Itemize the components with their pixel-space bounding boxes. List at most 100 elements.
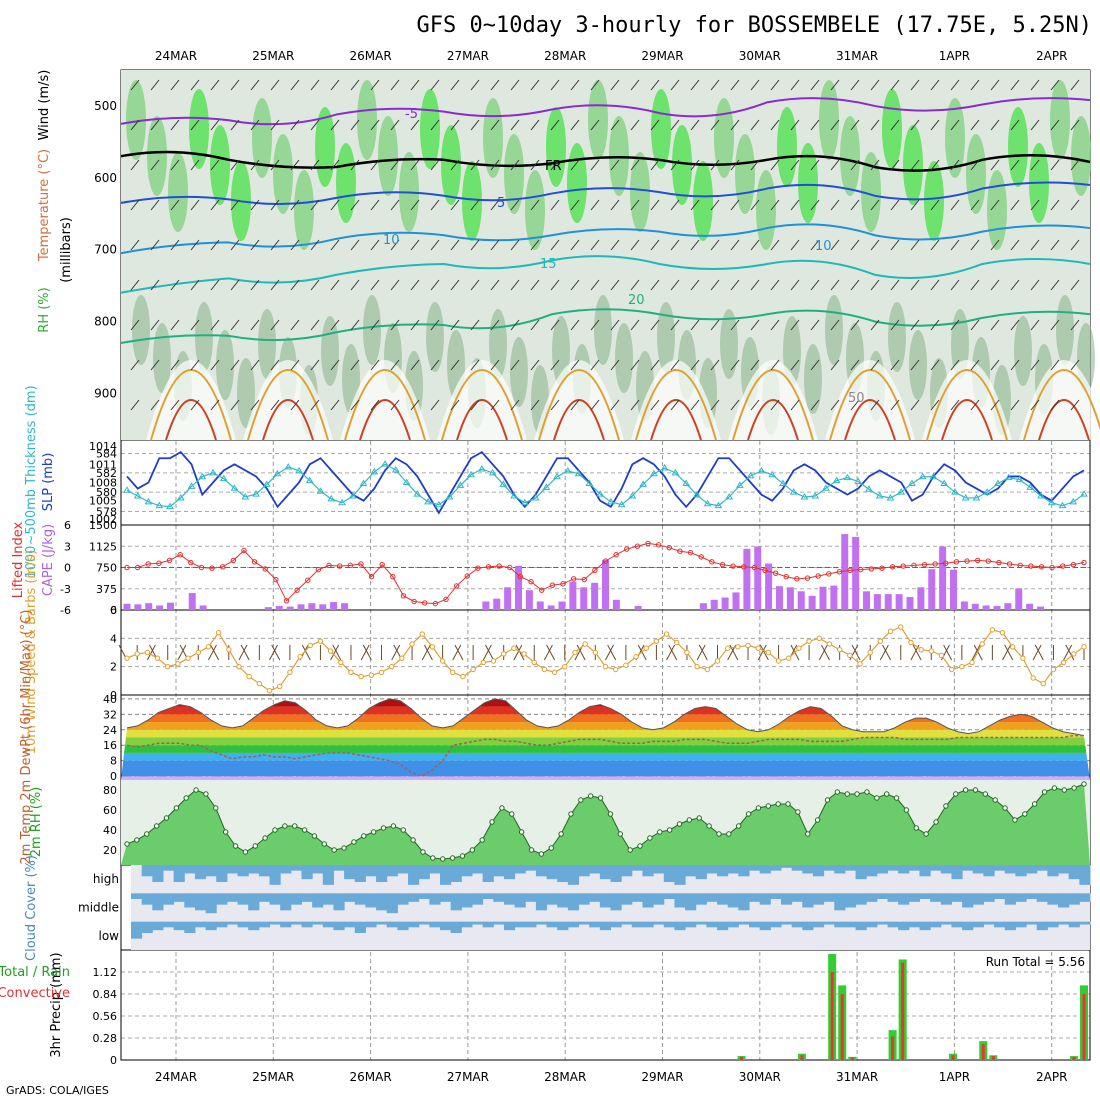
wind-barb xyxy=(790,399,800,411)
thickness-point xyxy=(897,488,906,495)
cloud-cell xyxy=(557,865,569,882)
wind-barb xyxy=(310,119,320,131)
rh-point xyxy=(1081,781,1087,787)
rh-point xyxy=(134,837,140,843)
wind-barb xyxy=(210,359,220,371)
day-tick-bottom: 24MAR xyxy=(155,1070,197,1084)
temp-line xyxy=(126,698,1085,737)
wind-barb xyxy=(950,199,960,211)
cloud-cell xyxy=(503,865,516,880)
wind-barb xyxy=(570,239,580,251)
cloud-cell xyxy=(1068,893,1080,905)
rh-cell xyxy=(615,323,633,393)
cloud-cell xyxy=(365,921,377,928)
li-point xyxy=(826,571,832,577)
wind-barb xyxy=(530,79,540,91)
wind-barb xyxy=(490,159,500,171)
thickness-point xyxy=(187,482,196,489)
wind-speed-point xyxy=(826,641,833,647)
cloud-cell xyxy=(930,893,942,902)
rh-point xyxy=(775,801,781,807)
wind-barb xyxy=(515,644,525,661)
thickness-point xyxy=(477,465,486,472)
rh-cell xyxy=(321,316,339,386)
rh-point xyxy=(824,797,831,803)
wind-barb xyxy=(1050,119,1060,131)
wind-barb xyxy=(1010,79,1020,91)
li-point xyxy=(953,559,960,565)
wind-barb xyxy=(590,359,600,371)
rh-cell xyxy=(909,330,927,400)
wind-barb xyxy=(750,359,760,371)
convective-bar xyxy=(991,1056,995,1060)
cape-bar xyxy=(536,601,544,610)
thickness-tick: 584 xyxy=(96,448,117,461)
wind-barb xyxy=(290,359,300,371)
wind-barb xyxy=(330,279,340,291)
cloud-cell xyxy=(972,921,984,928)
thickness-point xyxy=(402,478,411,485)
thickness-point xyxy=(746,471,755,479)
wind-speed-point xyxy=(348,669,354,676)
rh-cell xyxy=(966,134,986,214)
panel-frame xyxy=(120,609,1091,696)
li-point xyxy=(900,563,906,569)
wind-barb xyxy=(1010,279,1020,291)
wind-barb xyxy=(770,279,780,291)
cloud-cell xyxy=(855,893,867,905)
wind-barb xyxy=(1070,279,1080,291)
wind-barb xyxy=(269,644,278,661)
temp-tick: 32 xyxy=(103,708,117,721)
li-point xyxy=(251,559,258,565)
rh-cell xyxy=(378,116,398,196)
rh-point xyxy=(469,847,476,853)
wind-barb xyxy=(750,199,760,211)
pressure-tick: 500 xyxy=(94,99,117,113)
li-point xyxy=(1049,564,1055,571)
cloud-cell xyxy=(376,921,388,925)
wind-barb xyxy=(790,119,800,131)
cloud-cell xyxy=(1079,865,1091,885)
wind-barb xyxy=(190,399,200,411)
cloud-cell xyxy=(589,921,601,928)
li-point xyxy=(1060,563,1066,569)
wind-barb xyxy=(410,159,420,171)
thickness-point xyxy=(413,490,422,497)
wind-speed-point xyxy=(490,658,497,664)
wind-barb xyxy=(590,119,600,131)
rh-point xyxy=(272,827,278,833)
wind-barb xyxy=(1002,644,1011,661)
isotherm-25 xyxy=(635,369,717,441)
thickness-point xyxy=(531,493,540,501)
wind-speed-point xyxy=(531,659,537,666)
wind-barb xyxy=(770,159,780,171)
wind-barb xyxy=(350,119,360,131)
temp-tick: 16 xyxy=(103,739,117,752)
wind-barb xyxy=(250,79,260,91)
cloud-cell xyxy=(812,865,825,877)
wind-barb xyxy=(546,644,556,661)
thickness-point xyxy=(230,484,239,491)
thickness-tick: 582 xyxy=(96,467,117,480)
cloud-cell xyxy=(322,921,334,928)
cloud-cell xyxy=(1026,893,1038,899)
cape-bar xyxy=(504,587,512,610)
wind-barb xyxy=(1070,199,1080,211)
rh-point xyxy=(666,827,673,833)
wind-barb xyxy=(1050,79,1060,91)
li-point xyxy=(358,561,364,567)
li-point xyxy=(475,565,481,571)
wind-barb xyxy=(230,119,240,131)
wind-barb xyxy=(950,239,960,251)
wind-barb xyxy=(650,159,660,171)
cape-bar xyxy=(852,536,860,610)
cape-bar xyxy=(797,591,805,610)
rh-point xyxy=(607,811,614,817)
li-point xyxy=(485,564,492,570)
rh-tick: 80 xyxy=(103,784,117,797)
thickness-point xyxy=(779,479,787,486)
rh-cell xyxy=(804,344,822,414)
wind-barb xyxy=(330,239,340,251)
wind-barb xyxy=(250,279,260,291)
wind-barb xyxy=(150,79,160,91)
